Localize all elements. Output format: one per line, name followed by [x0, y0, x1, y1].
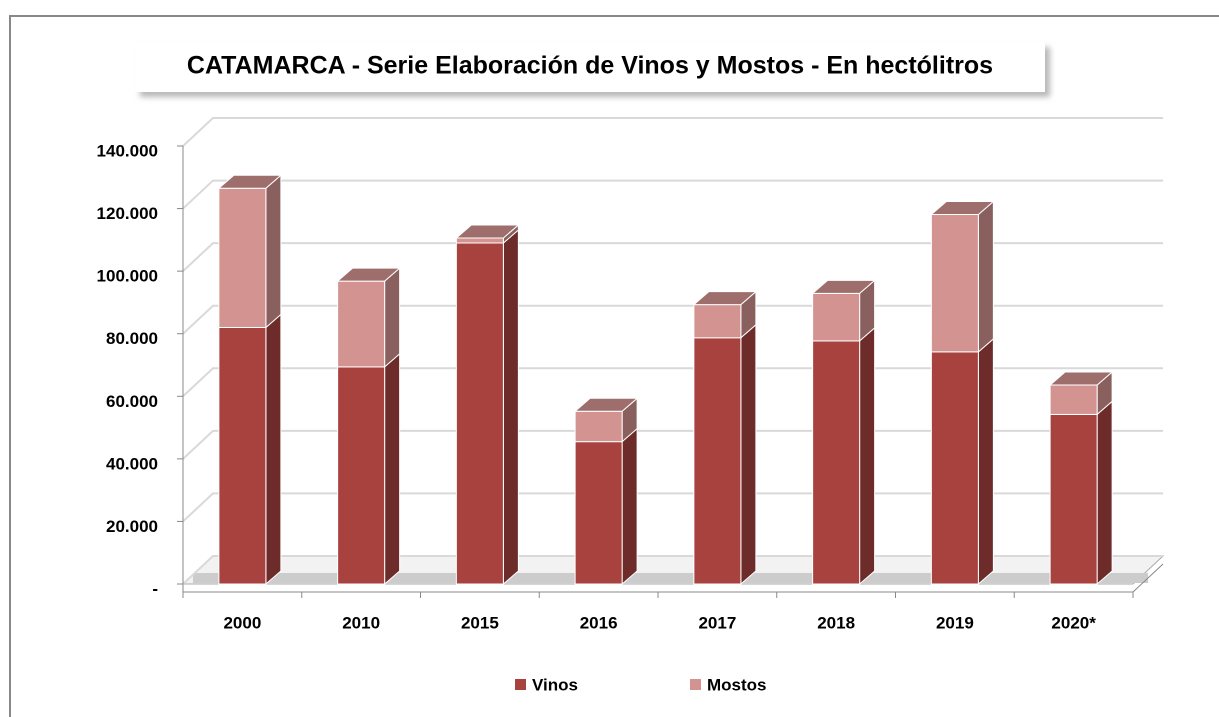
y-tick-label: 60.000: [106, 392, 158, 411]
bar-side: [977, 200, 994, 353]
bar-top: [930, 201, 995, 216]
bar: [574, 441, 623, 585]
bar-top: [573, 397, 639, 412]
bar: [930, 351, 979, 585]
x-tick-label: 2019: [936, 613, 974, 632]
bar: [337, 366, 386, 585]
x-tick-label: 2017: [698, 613, 736, 632]
bar-side: [859, 326, 876, 586]
y-tick-label: 80.000: [106, 329, 158, 348]
y-tick-label: 140.000: [97, 141, 158, 160]
bar: [218, 187, 267, 328]
legend-label: Vinos: [532, 675, 578, 694]
bar: [930, 214, 979, 353]
x-tick-label: 2020*: [1051, 613, 1096, 632]
x-tick-label: 2016: [580, 613, 618, 632]
bar-side: [265, 313, 282, 586]
bar-top: [1048, 371, 1114, 386]
x-tick-label: 2015: [461, 613, 499, 632]
bar-side: [384, 352, 401, 586]
bar: [1049, 384, 1098, 415]
bar-top: [811, 279, 876, 294]
chart-border: [9, 15, 1219, 717]
bar: [455, 237, 504, 244]
bar: [693, 304, 742, 339]
bar-top: [217, 174, 283, 189]
bar-top: [692, 291, 758, 306]
bar-side: [502, 228, 519, 586]
y-tick-label: 40.000: [106, 454, 158, 473]
bar-side: [740, 323, 757, 586]
y-tick-label: -: [152, 579, 158, 598]
bar: [693, 337, 742, 585]
bar-side: [384, 267, 401, 368]
bar-side: [1096, 400, 1113, 586]
bar-side: [265, 174, 282, 329]
x-axis-depth: [1132, 563, 1164, 593]
bar-top: [455, 224, 520, 239]
bar-top: [336, 267, 401, 282]
grid-line: [182, 242, 1163, 272]
title-box: [135, 42, 1045, 92]
grid-line: [182, 117, 1163, 147]
bar: [1049, 413, 1098, 585]
bar: [812, 340, 861, 585]
legend-swatch: [690, 679, 701, 690]
x-tick-label: 2018: [817, 613, 855, 632]
chart-title: CATAMARCA - Serie Elaboración de Vinos y…: [187, 52, 993, 80]
bar: [455, 242, 504, 585]
bar: [812, 292, 861, 342]
legend-label: Mostos: [707, 675, 767, 694]
bar: [574, 410, 623, 443]
y-tick-label: 120.000: [97, 204, 158, 223]
legend-swatch: [515, 679, 526, 690]
x-tick-label: 2010: [342, 613, 380, 632]
y-tick-label: 100.000: [97, 267, 158, 286]
x-tick-label: 2000: [223, 613, 261, 632]
bar-side: [621, 427, 638, 586]
y-tick-label: 20.000: [106, 517, 158, 536]
grid-line: [182, 179, 1163, 210]
bar: [337, 280, 386, 368]
bar: [218, 326, 267, 585]
bar-side: [977, 337, 994, 586]
